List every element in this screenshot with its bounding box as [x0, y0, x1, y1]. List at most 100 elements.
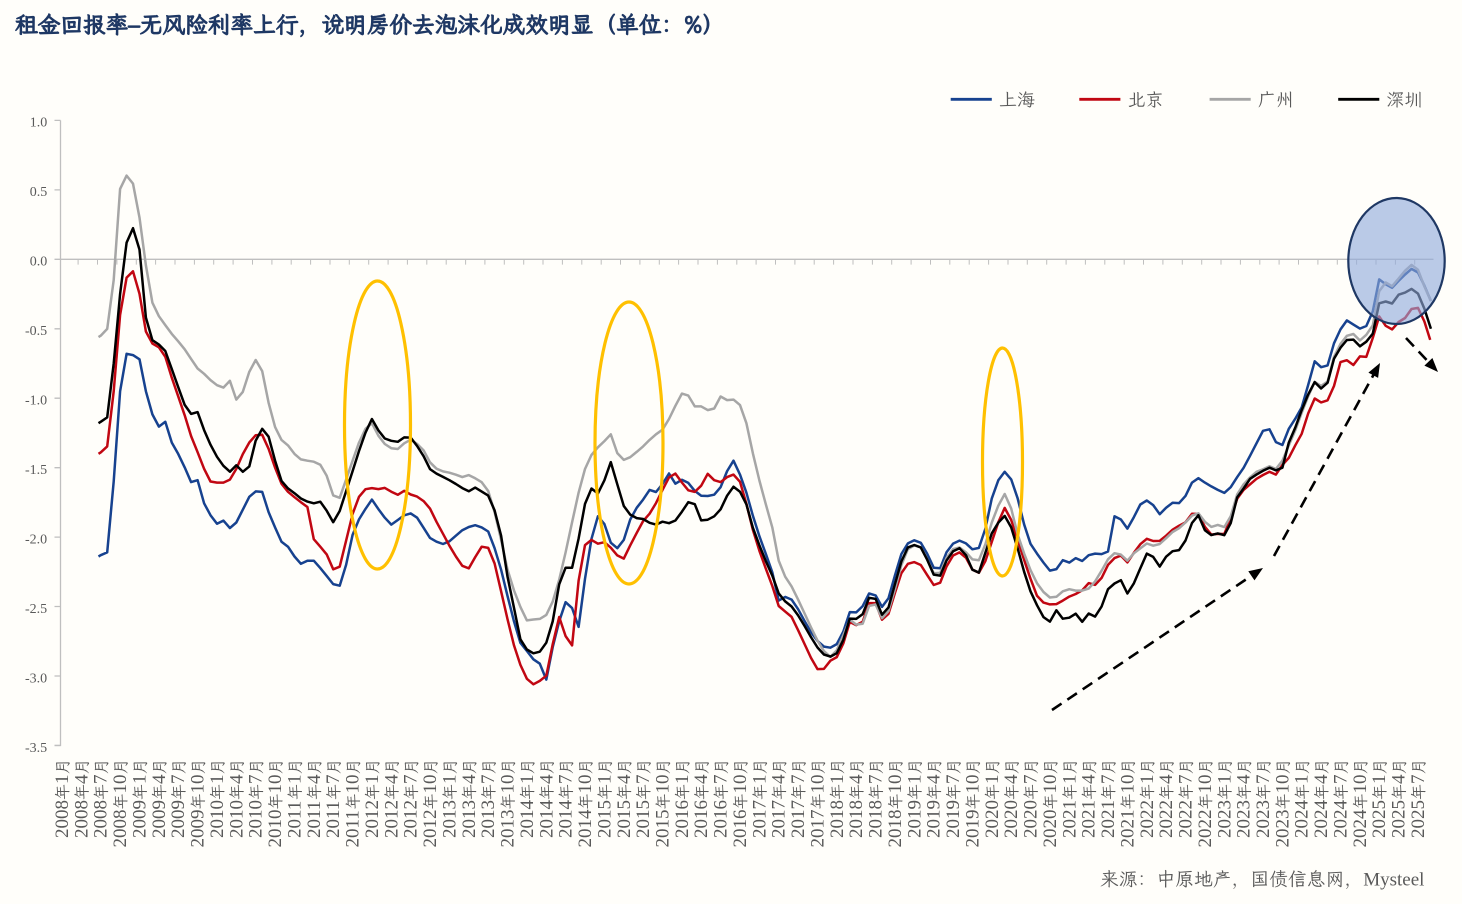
svg-text:4: 4: [71, 774, 92, 784]
svg-text:4: 4: [1311, 774, 1332, 784]
svg-text:4: 4: [459, 774, 480, 784]
svg-text:2016: 2016: [691, 800, 712, 838]
svg-text:1: 1: [1214, 775, 1235, 785]
svg-text:2012: 2012: [362, 800, 383, 838]
svg-text:2014: 2014: [536, 800, 557, 839]
svg-text:1: 1: [1137, 775, 1158, 785]
svg-text:-2.5: -2.5: [25, 602, 47, 617]
svg-text:2012: 2012: [381, 800, 402, 838]
svg-text:7: 7: [633, 775, 654, 785]
svg-text:2011: 2011: [304, 801, 325, 838]
svg-text:10: 10: [653, 775, 674, 794]
svg-text:2014: 2014: [556, 800, 577, 839]
svg-text:4: 4: [381, 774, 402, 784]
svg-text:7: 7: [478, 775, 499, 785]
svg-text:2011: 2011: [323, 801, 344, 838]
svg-text:2020: 2020: [982, 800, 1003, 838]
svg-text:2022: 2022: [1137, 800, 1158, 838]
svg-text:2014: 2014: [575, 809, 596, 848]
svg-text:10: 10: [343, 775, 364, 794]
svg-text:2021: 2021: [1098, 800, 1119, 838]
svg-text:2008: 2008: [71, 800, 92, 838]
svg-text:1: 1: [130, 775, 151, 785]
svg-text:2025: 2025: [1408, 800, 1429, 838]
svg-text:1: 1: [439, 775, 460, 785]
svg-text:0.0: 0.0: [30, 255, 48, 270]
svg-text:2017: 2017: [788, 800, 809, 838]
svg-text:4: 4: [1389, 774, 1410, 784]
svg-text:2015: 2015: [633, 800, 654, 838]
svg-text:1: 1: [904, 775, 925, 785]
svg-text:2020: 2020: [1040, 810, 1061, 848]
svg-text:2018: 2018: [866, 800, 887, 838]
svg-text:2010: 2010: [226, 800, 247, 838]
svg-text:10: 10: [498, 775, 519, 794]
svg-text:2024: 2024: [1350, 809, 1371, 848]
svg-text:-3.0: -3.0: [25, 671, 47, 686]
svg-text:2009: 2009: [149, 800, 170, 838]
svg-text:7: 7: [866, 775, 887, 785]
svg-text:7: 7: [711, 775, 732, 785]
svg-text:4: 4: [614, 774, 635, 784]
svg-text:7: 7: [1331, 775, 1352, 785]
svg-text:2009: 2009: [168, 800, 189, 838]
svg-text:2025: 2025: [1369, 800, 1390, 838]
svg-text:1: 1: [827, 775, 848, 785]
svg-text:2024: 2024: [1292, 800, 1313, 839]
svg-text:2018: 2018: [827, 800, 848, 838]
svg-text:1: 1: [672, 775, 693, 785]
svg-text:-1.5: -1.5: [25, 463, 47, 478]
svg-text:2013: 2013: [459, 800, 480, 838]
svg-text:2008: 2008: [91, 800, 112, 838]
svg-text:2023: 2023: [1272, 810, 1293, 848]
svg-text:10: 10: [188, 775, 209, 794]
svg-text:2021: 2021: [1079, 800, 1100, 838]
svg-text:10: 10: [420, 775, 441, 794]
svg-text:10: 10: [1272, 775, 1293, 794]
svg-text:7: 7: [1021, 775, 1042, 785]
svg-text:0.5: 0.5: [30, 185, 48, 200]
svg-text:7: 7: [246, 775, 267, 785]
svg-text:2013: 2013: [439, 800, 460, 838]
svg-text:10: 10: [808, 775, 829, 794]
svg-text:1: 1: [285, 775, 306, 785]
svg-text:10: 10: [110, 775, 131, 794]
svg-text:10: 10: [730, 775, 751, 794]
svg-text:4: 4: [1001, 774, 1022, 784]
svg-text:1: 1: [594, 775, 615, 785]
svg-text:-2.0: -2.0: [25, 532, 47, 547]
svg-text:1: 1: [749, 775, 770, 785]
svg-text:1: 1: [1059, 775, 1080, 785]
svg-text:7: 7: [401, 775, 422, 785]
svg-text:2019: 2019: [924, 800, 945, 838]
svg-text:1: 1: [362, 775, 383, 785]
svg-text:4: 4: [691, 774, 712, 784]
svg-text:10: 10: [1117, 775, 1138, 794]
svg-text:2017: 2017: [808, 810, 829, 848]
svg-text:2015: 2015: [614, 800, 635, 838]
svg-text:2011: 2011: [343, 810, 364, 847]
svg-text:2011: 2011: [285, 801, 306, 838]
svg-text:2010: 2010: [246, 800, 267, 838]
svg-text:4: 4: [226, 774, 247, 784]
svg-text:2024: 2024: [1331, 800, 1352, 839]
svg-text:1: 1: [1292, 775, 1313, 785]
svg-text:2015: 2015: [653, 810, 674, 848]
svg-text:4: 4: [769, 774, 790, 784]
svg-text:2021: 2021: [1117, 810, 1138, 848]
svg-text:2018: 2018: [885, 810, 906, 848]
svg-text:2019: 2019: [943, 800, 964, 838]
svg-text:10: 10: [1040, 775, 1061, 794]
svg-text:2022: 2022: [1176, 800, 1197, 838]
svg-text:7: 7: [1098, 775, 1119, 785]
svg-text:4: 4: [149, 774, 170, 784]
svg-text:7: 7: [323, 775, 344, 785]
svg-text:2017: 2017: [749, 800, 770, 838]
svg-text:2014: 2014: [517, 800, 538, 839]
svg-text:2013: 2013: [478, 800, 499, 838]
svg-text:2016: 2016: [730, 810, 751, 848]
svg-text:10: 10: [575, 775, 596, 794]
svg-text:2021: 2021: [1059, 800, 1080, 838]
svg-text:2019: 2019: [962, 810, 983, 848]
svg-text:4: 4: [924, 774, 945, 784]
